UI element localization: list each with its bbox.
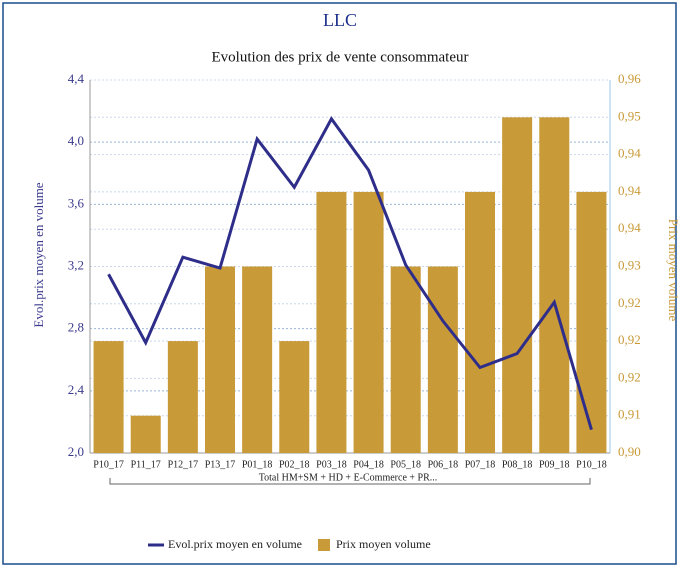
y-tick-label: 2,8 [68, 320, 84, 335]
bar [167, 341, 198, 453]
legend-label: Prix moyen volume [336, 537, 431, 551]
y2-tick-label: 0,94 [618, 183, 641, 198]
y2-tick-label: 0,92 [618, 295, 641, 310]
x-tick-label: P01_18 [242, 459, 273, 470]
y2-tick-label: 0,94 [618, 146, 641, 161]
y-tick-label: 2,0 [68, 444, 84, 459]
line [107, 116, 593, 431]
y2-tick-label: 0,96 [618, 71, 641, 86]
y-tick-label: 2,4 [68, 382, 85, 397]
bar [279, 341, 310, 453]
y2-axis-title: Prix moyen volume [666, 219, 680, 322]
y-tick-label: 4,0 [68, 133, 84, 148]
y2-tick-label: 0,94 [618, 220, 641, 235]
legend-swatch [317, 539, 330, 551]
y-axis-title: Evol.prix moyen en volume [31, 182, 46, 327]
x-tick-label: P10_17 [93, 459, 124, 470]
y-tick-label: 4,4 [68, 71, 85, 86]
bar [93, 341, 124, 453]
x-group-label: Total HM+SM + HD + E-Commerce + PR... [259, 472, 438, 483]
bar [205, 266, 235, 453]
x-tick-label: P04_18 [353, 459, 384, 470]
x-tick-label: P06_18 [428, 459, 459, 470]
y2-tick-label: 0,91 [618, 407, 641, 422]
bar [390, 266, 421, 453]
y2-tick-label: 0,92 [618, 369, 641, 384]
x-group-bracket [109, 478, 591, 485]
bar [502, 117, 533, 454]
x-tick-label: P08_18 [502, 459, 533, 470]
x-tick-label: P09_18 [539, 459, 570, 470]
bar [427, 266, 458, 453]
chart-title: LLC [323, 10, 357, 30]
x-tick-label: P11_17 [131, 459, 161, 470]
x-tick-label: P02_18 [279, 459, 310, 470]
bar [576, 191, 607, 453]
y2-tick-label: 0,90 [618, 444, 641, 459]
x-tick-label: P05_18 [390, 459, 421, 470]
bar [353, 191, 384, 453]
bar [539, 117, 570, 454]
x-tick-label: P10_18 [576, 459, 607, 470]
y-tick-label: 3,2 [68, 257, 84, 272]
x-tick-label: P12_17 [168, 459, 199, 470]
bar [316, 191, 347, 453]
chart-subtitle: Evolution des prix de vente consommateur [211, 49, 468, 65]
y2-tick-label: 0,93 [618, 257, 641, 272]
legend-label: Evol.prix moyen en volume [168, 537, 302, 551]
bar [465, 191, 495, 453]
y2-tick-label: 0,92 [618, 332, 641, 347]
y-tick-label: 3,6 [68, 195, 85, 210]
bar [242, 266, 273, 453]
x-tick-label: P13_17 [205, 459, 236, 470]
x-tick-label: P03_18 [316, 459, 347, 470]
x-tick-label: P07_18 [465, 459, 496, 470]
bar [130, 415, 161, 453]
y2-tick-label: 0,95 [618, 108, 641, 123]
